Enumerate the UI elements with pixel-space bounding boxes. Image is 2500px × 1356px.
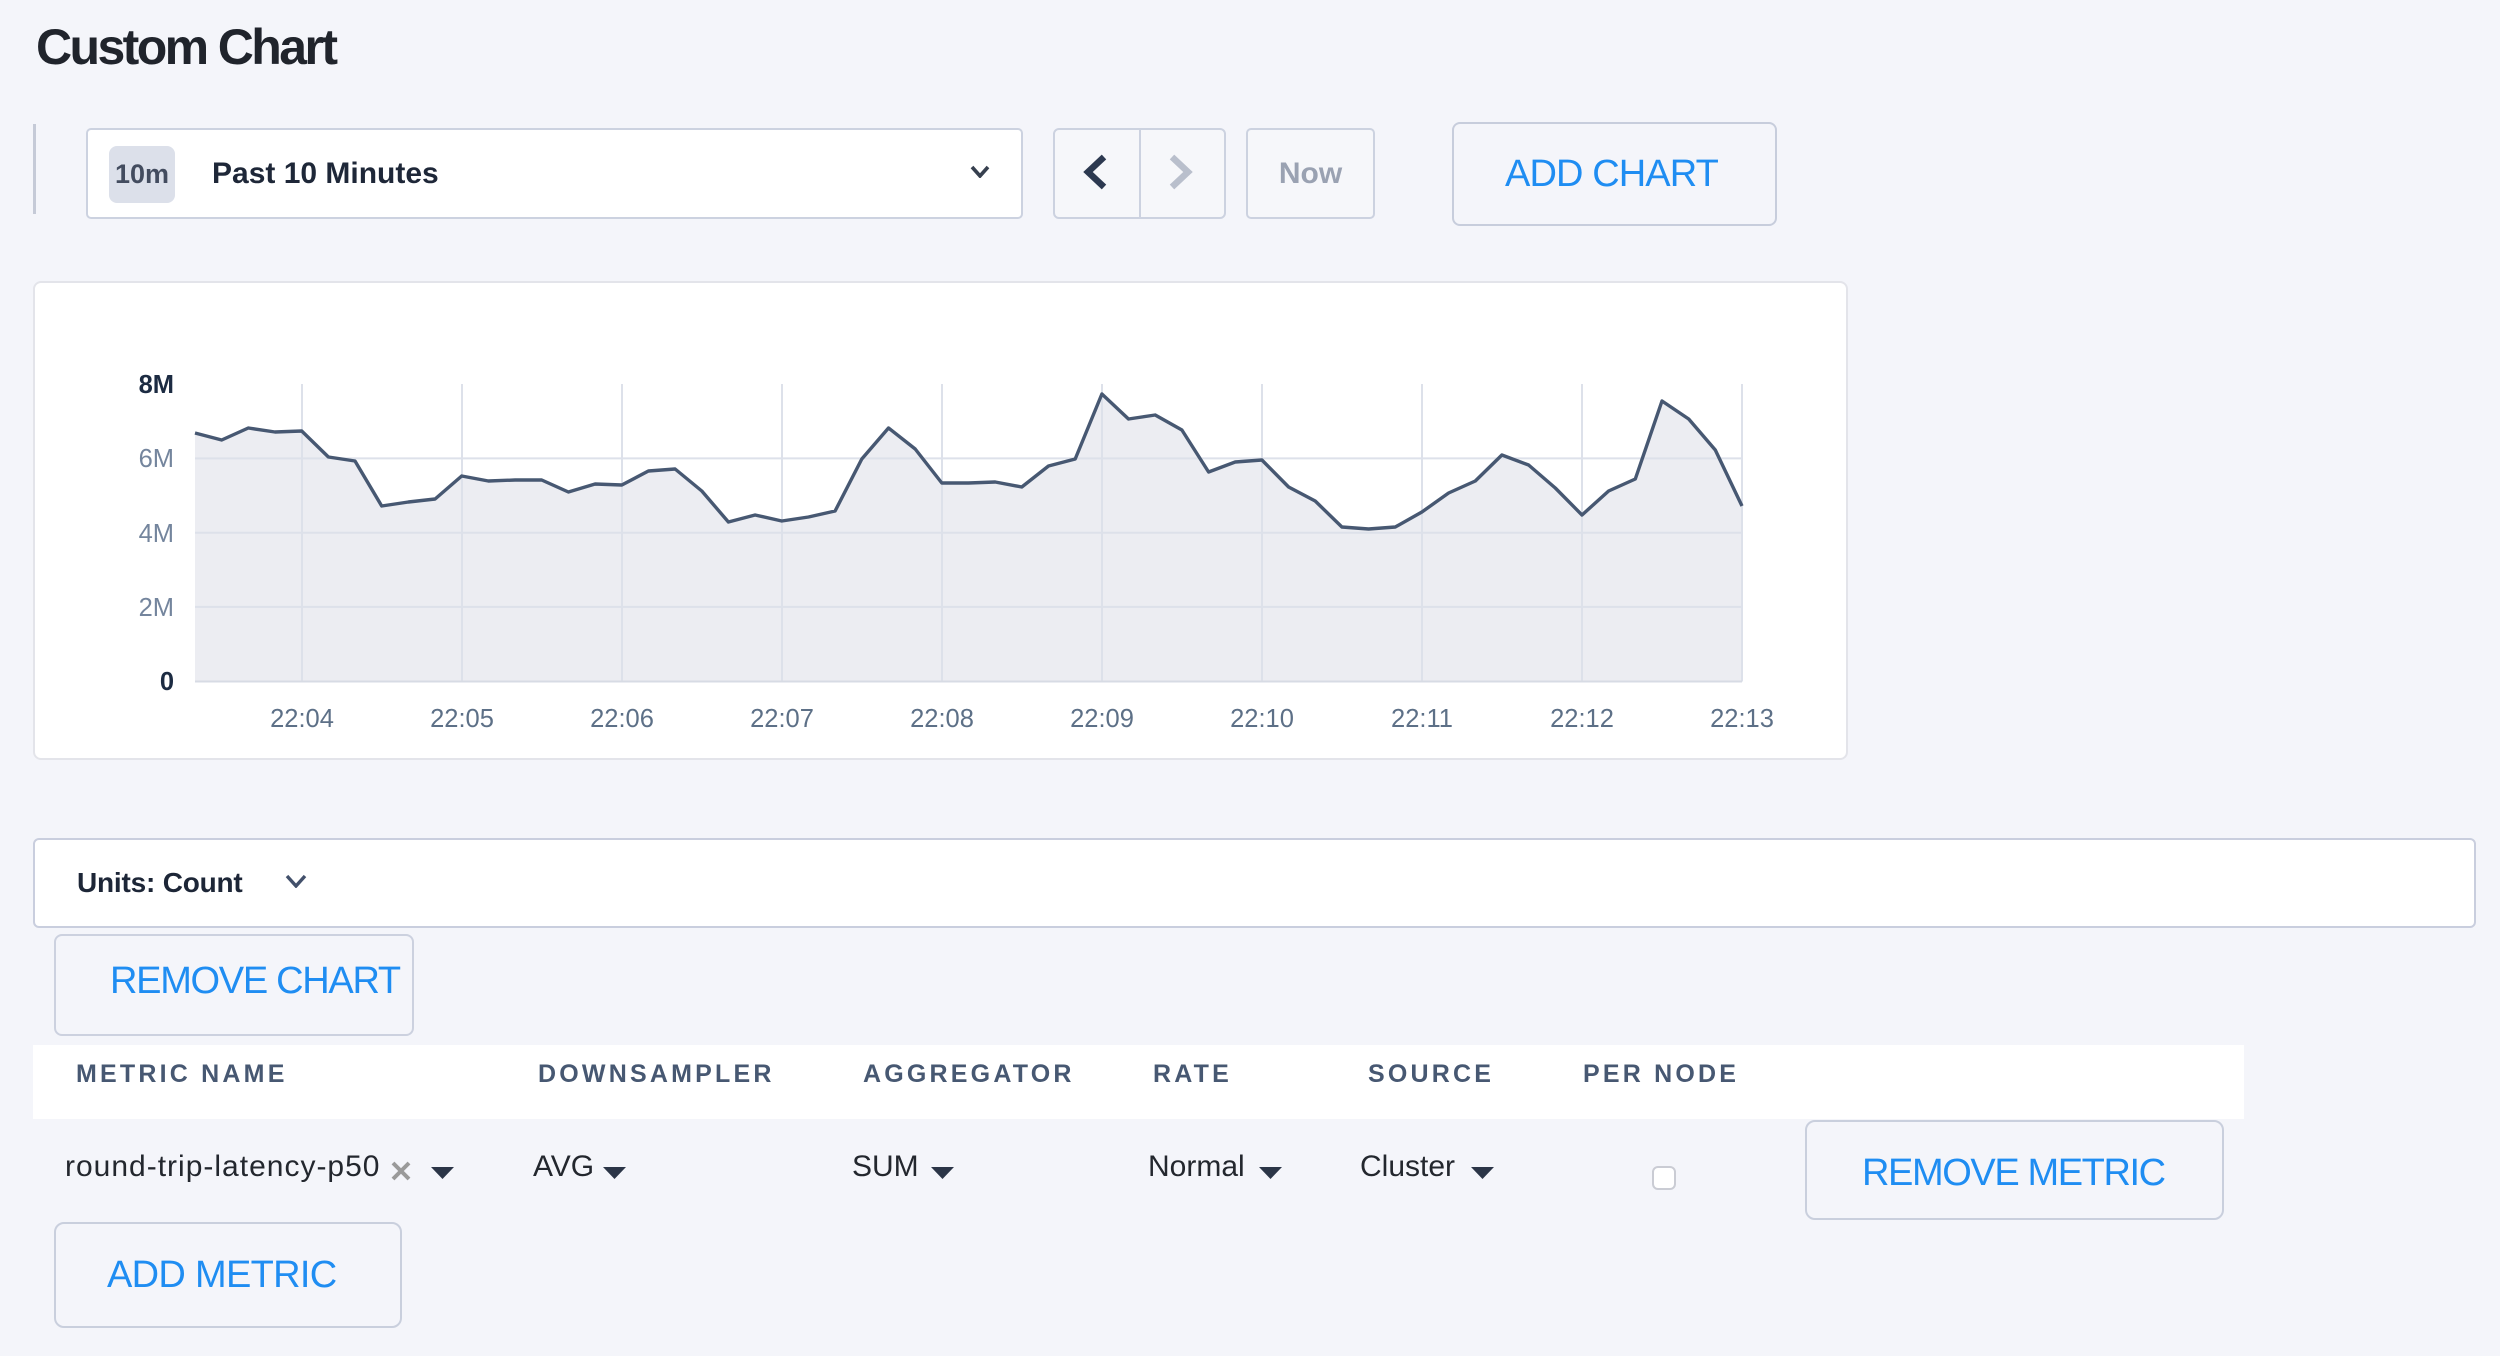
- svg-text:0: 0: [160, 668, 174, 696]
- svg-text:22:11: 22:11: [1391, 705, 1453, 733]
- svg-text:8M: 8M: [139, 371, 174, 399]
- svg-text:22:07: 22:07: [750, 705, 814, 733]
- svg-text:22:05: 22:05: [430, 705, 494, 733]
- svg-text:22:10: 22:10: [1230, 705, 1294, 733]
- svg-text:6M: 6M: [139, 445, 174, 473]
- svg-text:22:13: 22:13: [1710, 705, 1774, 733]
- svg-text:22:08: 22:08: [910, 705, 974, 733]
- svg-text:22:09: 22:09: [1070, 705, 1134, 733]
- svg-text:22:12: 22:12: [1550, 705, 1614, 733]
- svg-text:4M: 4M: [139, 520, 174, 548]
- svg-text:22:06: 22:06: [590, 705, 654, 733]
- svg-text:22:04: 22:04: [270, 705, 334, 733]
- svg-text:2M: 2M: [139, 594, 174, 622]
